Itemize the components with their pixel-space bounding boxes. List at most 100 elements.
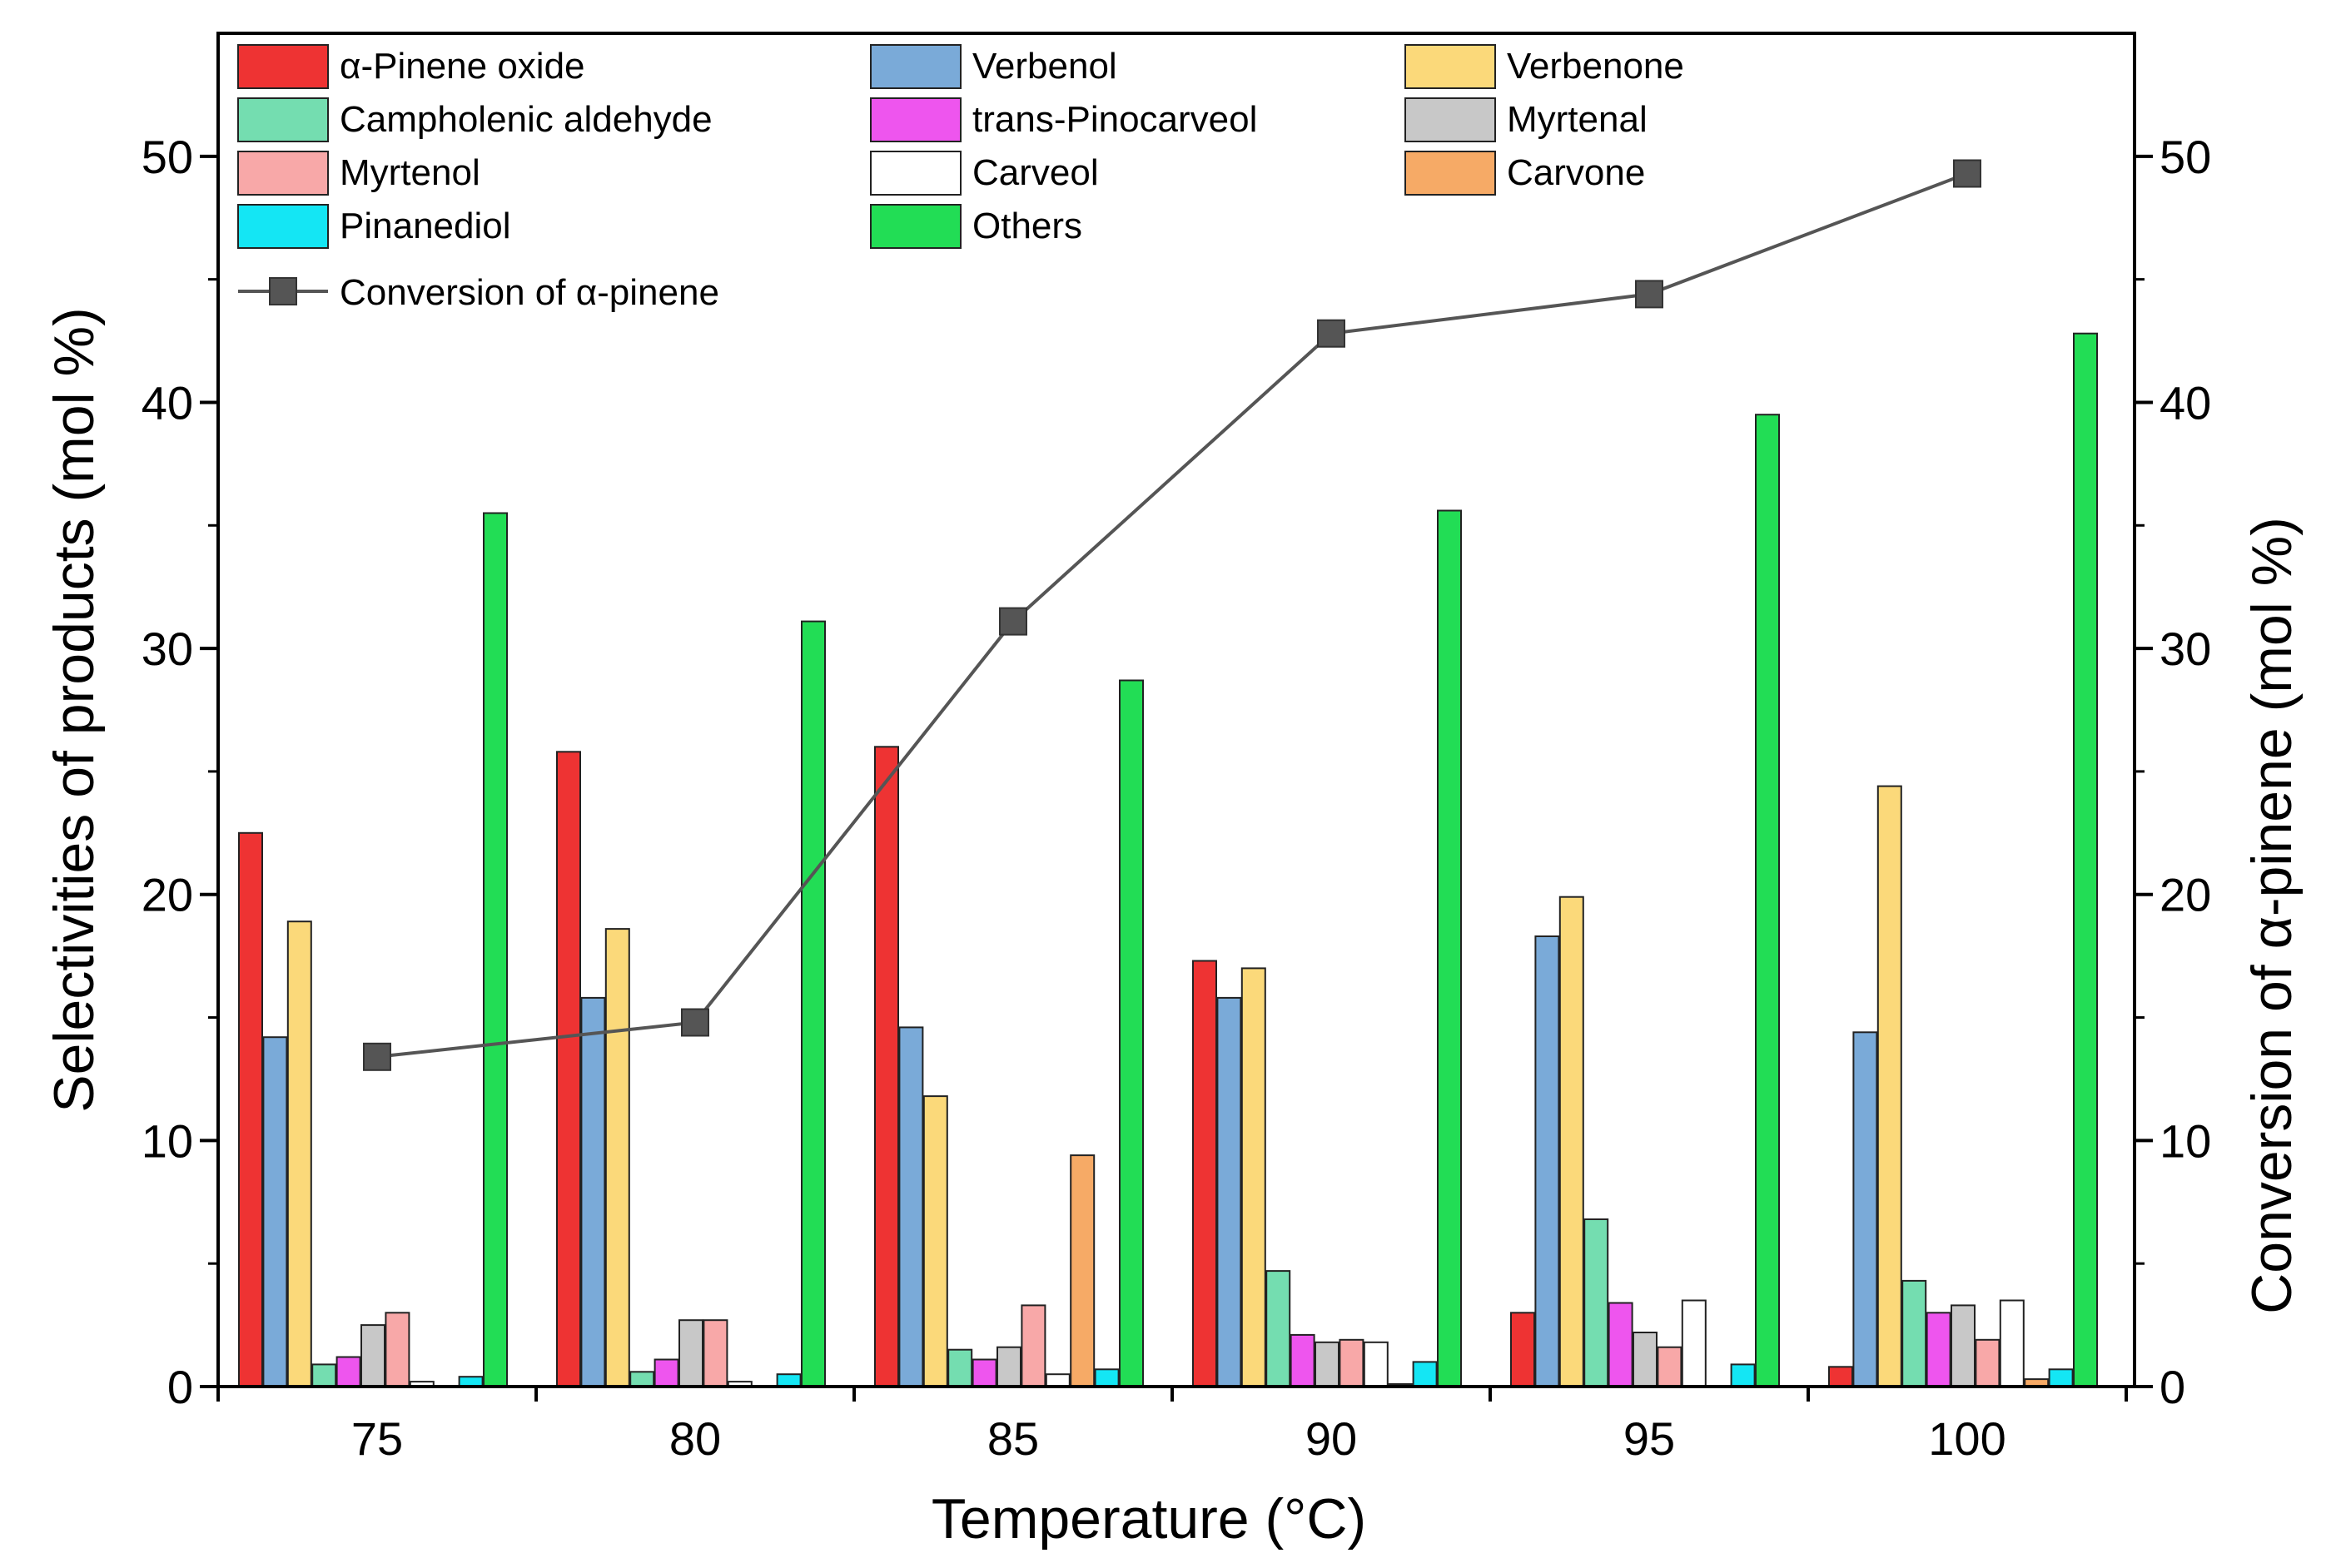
legend-label-pinanediol: Pinanediol	[340, 206, 511, 246]
legend-marker-conversion	[269, 277, 297, 305]
bar--pinene-oxide-95	[1510, 1312, 1535, 1388]
plot-frame	[216, 32, 2136, 1388]
legend-swatch-carvone	[1404, 151, 1496, 196]
bar-verbenone-80	[604, 928, 630, 1387]
bar-carveol-90	[1363, 1341, 1389, 1388]
conversion-point-100	[1953, 159, 1981, 188]
legend-label--pinene-oxide: α-Pinene oxide	[340, 46, 585, 87]
x-tick-label-90: 90	[1305, 1412, 1357, 1465]
y-tick-label-10: 10	[142, 1114, 193, 1167]
legend-label-trans-pinocarveol: trans-Pinocarveol	[972, 99, 1257, 140]
conversion-point-95	[1635, 280, 1663, 309]
bar-verbenol-80	[580, 996, 606, 1388]
bar-pinanediol-100	[2048, 1368, 2074, 1388]
y2-tick-label-10: 10	[2160, 1114, 2211, 1167]
conversion-point-75	[363, 1042, 391, 1071]
y-tick-label-30: 30	[142, 623, 193, 675]
bar-myrtenal-100	[1951, 1304, 1976, 1388]
bar-carvone-85	[1070, 1154, 1096, 1387]
bar-myrtenal-80	[678, 1319, 703, 1387]
bar-verbenol-90	[1216, 996, 1242, 1388]
y-axis-title: Selectivities of products (mol %)	[42, 307, 106, 1112]
x-tick-label-95: 95	[1623, 1412, 1675, 1465]
bar--pinene-oxide-80	[556, 751, 581, 1387]
bar-carveol-85	[1045, 1373, 1071, 1387]
conversion-point-85	[999, 607, 1027, 636]
x-tick-label-100: 100	[1928, 1412, 2005, 1465]
bar-others-75	[483, 512, 508, 1387]
y2-tick-label-40: 40	[2160, 376, 2211, 429]
legend-swatch--pinene-oxide	[237, 44, 329, 89]
y2-tick-label-50: 50	[2160, 131, 2211, 183]
bar-trans-pinocarveol-85	[972, 1358, 997, 1387]
bar-others-100	[2073, 332, 2098, 1388]
bar-verbenol-85	[898, 1026, 924, 1388]
legend-label-campholenic-aldehyde: Campholenic aldehyde	[340, 99, 713, 140]
x-tick-label-75: 75	[351, 1412, 403, 1465]
legend-swatch-trans-pinocarveol	[870, 97, 962, 142]
bar-verbenone-95	[1558, 896, 1584, 1387]
legend-label-verbenone: Verbenone	[1507, 46, 1684, 87]
bars-layer	[238, 332, 2098, 1388]
bar-myrtenol-80	[703, 1319, 728, 1387]
bar-pinanediol-80	[776, 1373, 802, 1387]
y-tick-label-0: 0	[167, 1361, 193, 1413]
bar-myrtenal-75	[360, 1324, 385, 1387]
conversion-point-90	[1317, 319, 1345, 348]
bar-myrtenol-75	[385, 1312, 410, 1388]
bar--pinene-oxide-85	[874, 746, 899, 1387]
legend-label-others: Others	[972, 206, 1082, 246]
y-tick-label-50: 50	[142, 131, 193, 183]
bar--pinene-oxide-90	[1192, 960, 1217, 1387]
bar-verbenol-95	[1534, 935, 1560, 1387]
x-axis-title: Temperature (°C)	[932, 1487, 1366, 1551]
bar-campholenic-aldehyde-95	[1583, 1218, 1609, 1387]
legend-swatch-pinanediol	[237, 204, 329, 249]
bar-verbenone-90	[1240, 967, 1266, 1388]
y2-tick-label-20: 20	[2160, 869, 2211, 921]
bar--pinene-oxide-75	[238, 831, 263, 1387]
bar-verbenone-85	[922, 1095, 948, 1387]
y-tick-label-20: 20	[142, 869, 193, 921]
legend-swatch-campholenic-aldehyde	[237, 97, 329, 142]
legend-swatch-carveol	[870, 151, 962, 196]
bar-myrtenol-95	[1657, 1346, 1682, 1387]
x-tick-label-80: 80	[669, 1412, 721, 1465]
legend-label-carveol: Carveol	[972, 152, 1099, 193]
bar-campholenic-aldehyde-85	[947, 1348, 973, 1387]
bar-pinanediol-90	[1412, 1361, 1438, 1388]
bar-campholenic-aldehyde-80	[629, 1371, 655, 1388]
bar--pinene-oxide-100	[1828, 1366, 1853, 1388]
legend-swatch-myrtenal	[1404, 97, 1496, 142]
y2-axis-title: Conversion of α-pinene (mol %)	[2240, 517, 2304, 1314]
bar-campholenic-aldehyde-75	[311, 1363, 337, 1388]
legend-label-myrtenal: Myrtenal	[1507, 99, 1648, 140]
conversion-line	[376, 171, 1968, 1059]
x-tick-label-85: 85	[987, 1412, 1039, 1465]
bar-myrtenal-90	[1315, 1341, 1339, 1388]
conversion-line-layer	[363, 159, 1981, 1071]
legend-label-myrtenol: Myrtenol	[340, 152, 480, 193]
bar-pinanediol-95	[1730, 1363, 1756, 1388]
y-tick-label-40: 40	[142, 376, 193, 429]
legend-swatch-verbenone	[1404, 44, 1496, 89]
bar-others-95	[1755, 414, 1780, 1388]
bar-trans-pinocarveol-95	[1608, 1302, 1633, 1387]
bar-pinanediol-85	[1094, 1368, 1120, 1388]
bar-trans-pinocarveol-75	[335, 1356, 361, 1387]
bar-campholenic-aldehyde-100	[1901, 1279, 1927, 1388]
conversion-point-80	[681, 1008, 709, 1037]
bar-others-90	[1437, 509, 1462, 1387]
bar-campholenic-aldehyde-90	[1265, 1270, 1291, 1387]
bar-myrtenal-85	[997, 1346, 1021, 1387]
legend-swatch-others	[870, 204, 962, 249]
bar-trans-pinocarveol-100	[1926, 1312, 1951, 1388]
bar-verbenol-100	[1852, 1031, 1878, 1388]
bar-trans-pinocarveol-80	[654, 1358, 679, 1387]
bar-verbenol-75	[262, 1036, 288, 1387]
y2-tick-label-0: 0	[2160, 1361, 2185, 1413]
y2-tick-label-30: 30	[2160, 623, 2211, 675]
legend-swatch-verbenol	[870, 44, 962, 89]
